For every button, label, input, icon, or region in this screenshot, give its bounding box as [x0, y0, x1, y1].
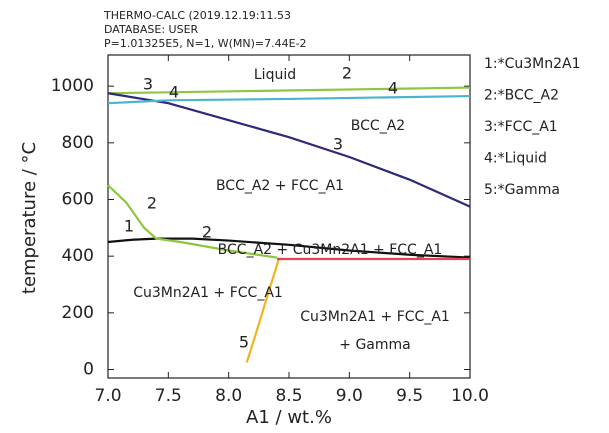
- phase-boundary: [107, 94, 471, 105]
- x-tick-label: 7.5: [155, 386, 182, 406]
- x-tick-label: 8.0: [215, 386, 242, 406]
- legend-entry: 4:*Liquid: [484, 151, 547, 167]
- header-line: DATABASE: USER: [104, 23, 199, 36]
- x-tick-label: 9.5: [396, 386, 423, 406]
- annotation: Liquid: [254, 67, 296, 83]
- annotation: 5: [239, 333, 249, 352]
- phase-boundary: [107, 86, 471, 259]
- header-line: P=1.01325E5, N=1, W(MN)=7.44E-2: [104, 37, 307, 50]
- annotation: + Gamma: [339, 337, 410, 353]
- annotation: 2: [147, 194, 157, 213]
- annotation: Cu3Mn2A1 + FCC_A1: [300, 309, 450, 325]
- y-tick-label: 600: [62, 190, 94, 210]
- x-axis-label: A1 / wt.%: [246, 407, 332, 428]
- annotation: BCC_A2 + FCC_A1: [216, 178, 344, 194]
- phase-boundary: [245, 257, 281, 363]
- plot-frame: [107, 54, 471, 379]
- annotation: Cu3Mn2A1 + FCC_A1: [133, 285, 283, 301]
- y-tick-label: 400: [62, 246, 94, 266]
- annotation: 3: [143, 75, 153, 94]
- annotation: 4: [169, 83, 179, 102]
- legend-entry: 1:*Cu3Mn2A1: [484, 56, 581, 72]
- x-tick-label: 9.0: [336, 386, 363, 406]
- y-tick-label: 800: [62, 133, 94, 153]
- annotation: 1: [124, 217, 134, 236]
- legend-entry: 3:*FCC_A1: [484, 119, 558, 135]
- annotation: 4: [388, 79, 398, 98]
- x-tick-label: 7.0: [94, 386, 121, 406]
- legend-entry: 5:*Gamma: [484, 182, 560, 198]
- annotation: 2: [202, 223, 212, 242]
- header-line: THERMO-CALC (2019.12.19:11.53: [103, 9, 291, 22]
- y-tick-label: 1000: [51, 76, 94, 96]
- annotation: BCC_A2: [351, 118, 405, 134]
- phase-boundary: [107, 92, 471, 208]
- annotation: 2: [342, 64, 352, 83]
- annotation: BCC_A2 + Cu3Mn2A1 + FCC_A1: [218, 242, 443, 258]
- annotation: 3: [333, 135, 343, 154]
- phase-boundary: [107, 237, 471, 259]
- y-tick-label: 0: [83, 360, 94, 380]
- legend-entry: 2:*BCC_A2: [484, 88, 559, 104]
- x-tick-label: 8.5: [275, 386, 302, 406]
- y-tick-label: 200: [62, 303, 94, 323]
- x-tick-label: 10.0: [451, 386, 489, 406]
- y-axis-label: temperature / °C: [19, 142, 40, 294]
